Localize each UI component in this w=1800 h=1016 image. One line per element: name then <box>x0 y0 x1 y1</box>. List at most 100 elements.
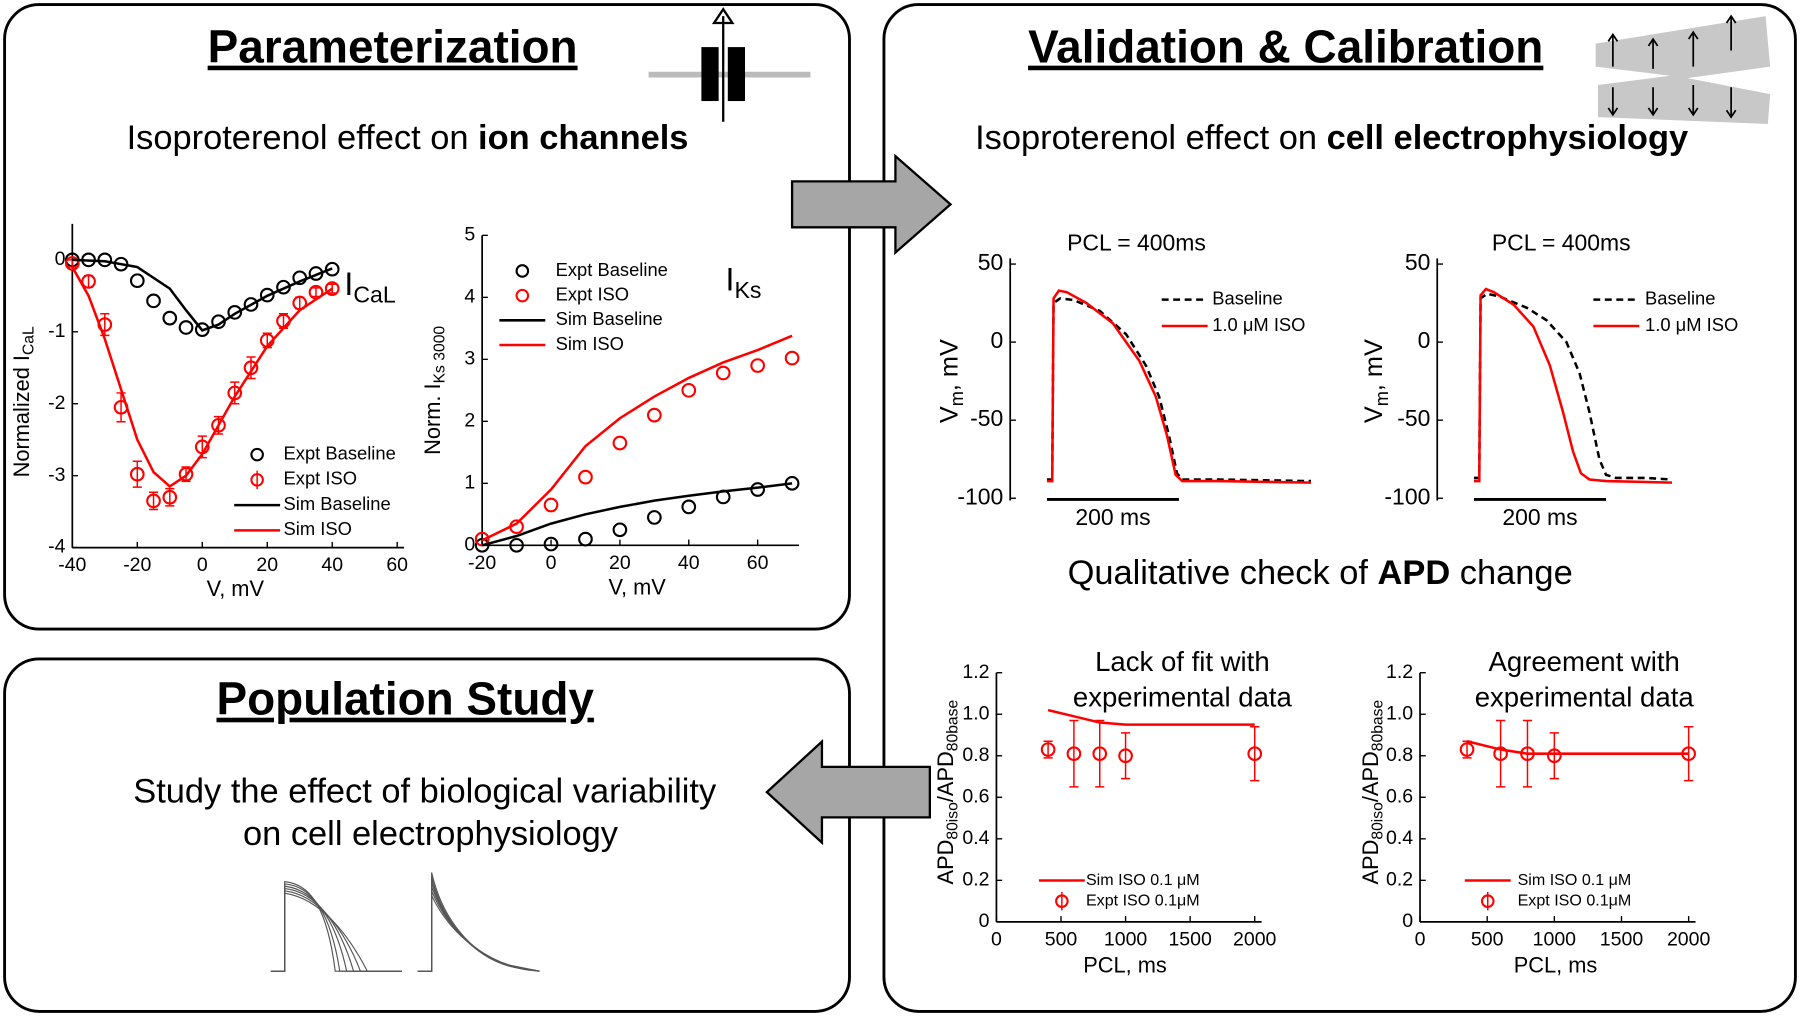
label-text: APD <box>933 840 958 885</box>
legend-label: Sim Baseline <box>556 308 663 329</box>
label-text: , mV <box>1360 339 1388 391</box>
y-tick-label: 0 <box>55 248 66 270</box>
y-tick-label: -1 <box>48 320 65 342</box>
data-point <box>1493 746 1508 762</box>
legend-marker <box>250 447 264 462</box>
y-tick-label: 0.8 <box>1386 744 1413 766</box>
series-line <box>481 334 793 542</box>
subtitle-bold: ion channels <box>478 119 688 157</box>
legend-label: Expt ISO 0.1μM <box>1518 891 1632 909</box>
data-point <box>227 305 243 320</box>
data-point <box>1247 746 1263 762</box>
y-tick-label: -50 <box>1397 405 1430 431</box>
label-subscript: Ks 3000 <box>432 326 449 384</box>
data-point <box>129 466 145 482</box>
error-bar <box>1095 719 1105 788</box>
data-point <box>646 407 662 423</box>
label-subscript: 80base <box>945 700 962 752</box>
y-axis-label: Vm, mV <box>935 339 967 423</box>
label-text: APD <box>1358 840 1383 885</box>
y-tick-label: 1.2 <box>1386 661 1413 683</box>
data-point <box>227 385 243 401</box>
x-tick-label: 60 <box>747 552 769 574</box>
data-point <box>64 256 80 271</box>
y-tick-label: -100 <box>1384 483 1430 509</box>
x-tick-label: 40 <box>678 552 700 574</box>
label-subscript: m <box>947 391 967 406</box>
data-point <box>578 531 593 547</box>
x-tick-label: 500 <box>1045 928 1078 950</box>
panel-box <box>3 657 851 1013</box>
data-point <box>646 510 662 525</box>
x-tick-label: 1500 <box>1600 928 1644 950</box>
y-tick-label: 0.6 <box>962 785 989 807</box>
y-tick-label: 0 <box>1418 327 1431 353</box>
series-line <box>1473 287 1673 484</box>
panel-text: Study the effect of biological variabili… <box>133 772 717 810</box>
y-tick-label: 0.4 <box>1386 827 1413 849</box>
arrow-left <box>765 739 931 846</box>
y-tick-label: 1.2 <box>962 661 989 683</box>
x-axis-label: PCL, ms <box>1514 952 1598 977</box>
legend-label: Sim ISO 0.1 μM <box>1518 871 1632 889</box>
x-tick-label: 60 <box>386 554 408 576</box>
data-point <box>259 287 275 303</box>
x-tick-label: 20 <box>609 552 631 574</box>
data-point <box>612 435 628 451</box>
panel-box <box>3 3 851 631</box>
data-point <box>178 466 194 482</box>
y-tick-label: 0.6 <box>1386 785 1413 807</box>
data-point <box>243 360 259 376</box>
x-axis-label: V, mV <box>207 576 265 601</box>
legend-label: Sim ISO 0.1 μM <box>1086 871 1200 889</box>
y-tick-label: 1 <box>464 471 475 493</box>
label-text: I <box>726 262 735 298</box>
data-point <box>474 531 490 547</box>
heading-text: change <box>1450 554 1572 592</box>
label-text: Normalized I <box>9 355 34 477</box>
series-line <box>72 258 333 332</box>
panel-subtitle: Isoproterenol effect on ion channels <box>127 119 689 157</box>
y-tick-label: -2 <box>48 392 65 414</box>
data-point <box>1118 748 1133 764</box>
arrow-right <box>790 153 953 256</box>
subtitle-text: Isoproterenol effect on <box>975 119 1326 157</box>
label-subscript: CaL <box>21 326 38 355</box>
data-point <box>543 497 559 513</box>
x-tick-label: 1000 <box>1533 928 1577 950</box>
channel-icon <box>648 7 811 122</box>
legend-marker <box>515 264 530 278</box>
population-traces <box>270 872 540 972</box>
x-tick-label: 0 <box>197 554 208 576</box>
x-tick-label: 20 <box>256 554 278 576</box>
label-subscript: Ks <box>734 277 761 303</box>
chart-title: Agreement with <box>1488 646 1679 677</box>
y-tick-label: 3 <box>464 347 475 369</box>
data-point <box>1092 746 1108 762</box>
y-axis-label: Normalized ICaL <box>9 326 38 477</box>
x-tick-label: -20 <box>468 552 496 574</box>
chart-title: PCL = 400ms <box>1492 230 1631 256</box>
error-bar <box>1069 719 1079 788</box>
error-bar <box>83 274 94 288</box>
data-point <box>81 274 96 289</box>
data-point <box>1459 742 1475 757</box>
label-text: V <box>935 406 963 423</box>
legend-label: Sim ISO <box>284 518 352 539</box>
legend-label: Expt ISO <box>284 468 357 489</box>
legend-label: Sim Baseline <box>284 493 391 514</box>
y-tick-label: 0.8 <box>962 744 989 766</box>
data-point <box>1040 742 1056 757</box>
annotation: ICaL <box>344 267 395 308</box>
panel-text: on cell electrophysiology <box>243 815 619 853</box>
label-subscript: 80base <box>1369 700 1386 752</box>
legend-label: Expt Baseline <box>284 442 396 463</box>
x-tick-label: 0 <box>1415 928 1426 950</box>
error-bar <box>311 287 321 298</box>
label-subscript: m <box>1372 391 1392 406</box>
y-tick-label: 0 <box>1402 910 1413 932</box>
legend-marker <box>515 288 530 303</box>
data-point <box>1520 746 1535 762</box>
series-line <box>1046 289 1311 484</box>
